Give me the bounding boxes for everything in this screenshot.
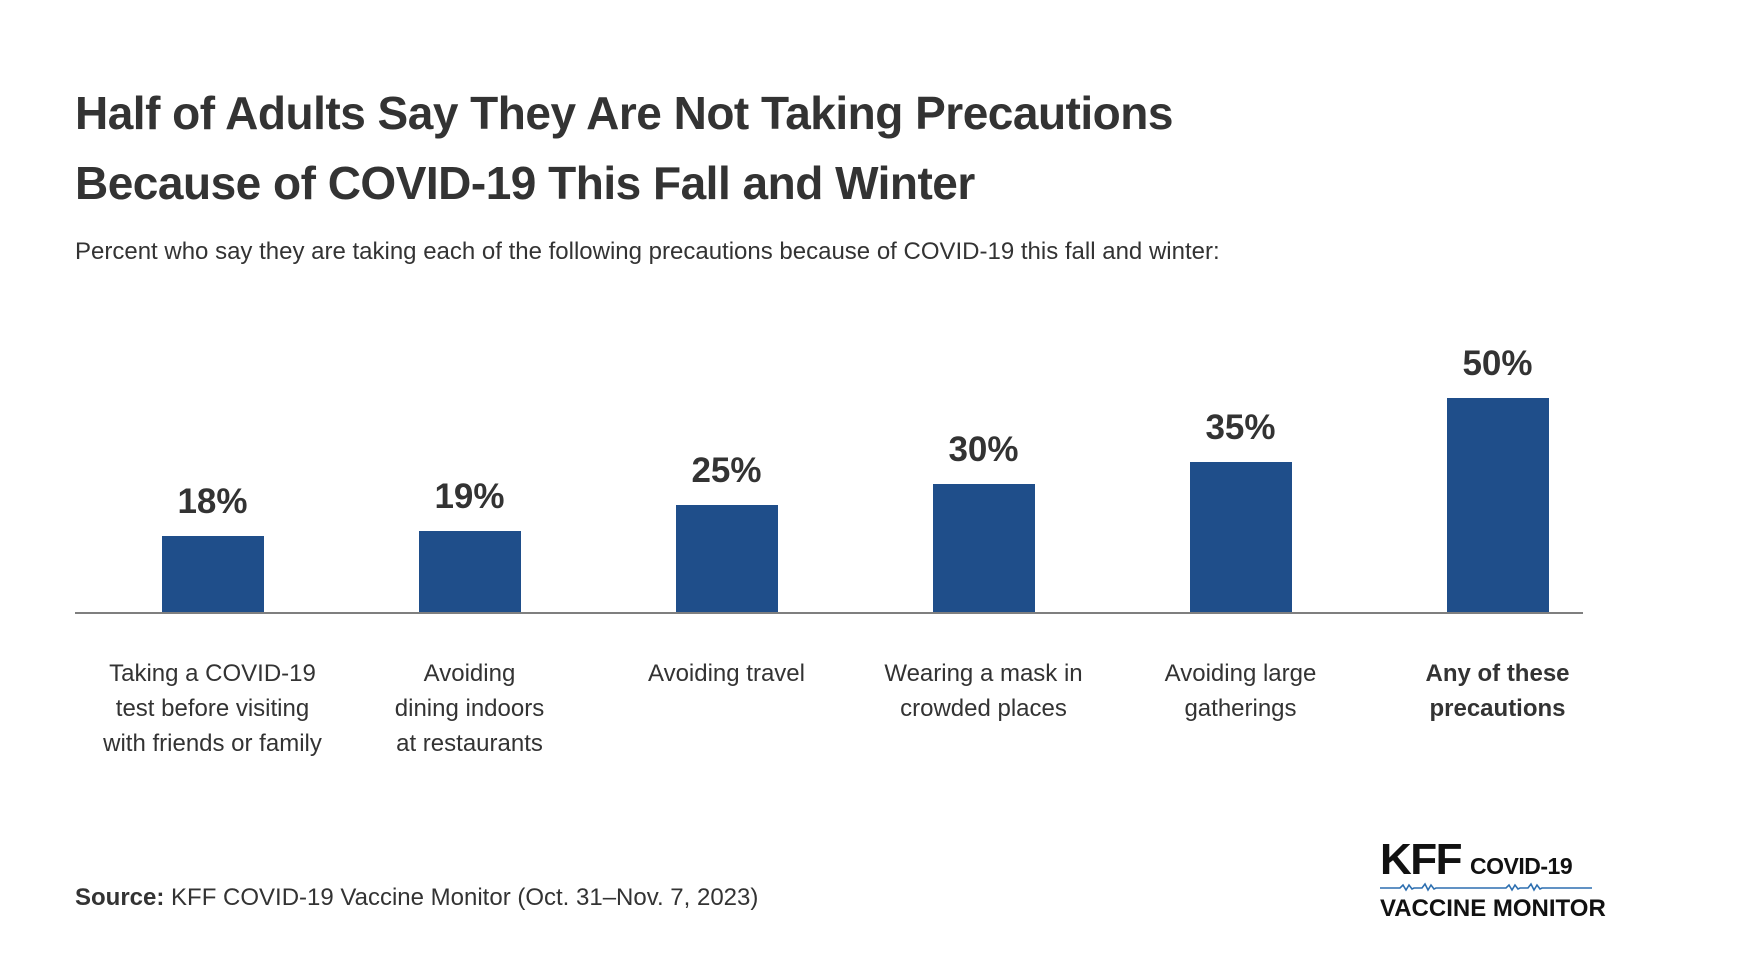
chart-column: 25% [598,451,855,613]
bar [1189,462,1292,613]
ecg-heartbeat-line-icon [1380,882,1592,892]
x-axis-line [75,612,1583,614]
source-note: Source: KFF COVID-19 Vaccine Monitor (Oc… [75,884,758,912]
bar [932,484,1035,613]
chart-column: 50% [1369,344,1626,613]
bar-value-label: 30% [948,430,1019,469]
bar [1446,398,1549,613]
chart-column: 19% [341,477,598,613]
bar-value-label: 50% [1462,344,1533,383]
chart-columns: 18% 19% 25% 30% 35% 50% [84,300,1626,613]
vaccine-monitor-text: VACCINE MONITOR [1380,895,1606,922]
kff-logo-text: KFF [1380,835,1463,884]
category-labels: Taking a COVID-19 test before visiting wit… [84,656,1626,761]
bar-value-label: 19% [434,477,505,516]
chart-column: 35% [1112,408,1369,613]
category-label: Wearing a mask in crowded places [884,660,1083,722]
bar [161,536,264,613]
chart-title: Half of Adults Say They Are Not Taking P… [75,78,1555,218]
chart-title-line2: Because of COVID-19 This Fall and Winter [75,157,975,209]
category-label: Avoiding travel [648,660,805,687]
chart-subtitle: Percent who say they are taking each of … [75,238,1220,265]
bar-value-label: 25% [691,451,762,490]
bar-value-label: 35% [1205,408,1276,447]
category-label: Taking a COVID-19 test before visiting wit… [103,660,322,757]
bar [418,531,521,613]
category-label: Avoiding dining indoors at restaurants [394,660,545,757]
chart-column: 30% [855,430,1112,613]
category-label: Avoiding large gatherings [1164,660,1317,722]
chart-column: 18% [84,482,341,613]
logo-covid19-text: COVID-19 [1470,853,1573,879]
bar [675,505,778,613]
source-text: KFF COVID-19 Vaccine Monitor (Oct. 31–No… [164,884,759,911]
chart-title-line1: Half of Adults Say They Are Not Taking P… [75,87,1173,139]
kff-vaccine-monitor-logo: KFF COVID-19 VACCINE MONITOR [1380,835,1606,923]
logo-top-row: KFF COVID-19 [1380,835,1595,884]
bar-value-label: 18% [177,482,248,521]
category-label: Any of these precautions [1425,660,1570,722]
source-label: Source: [75,884,165,911]
